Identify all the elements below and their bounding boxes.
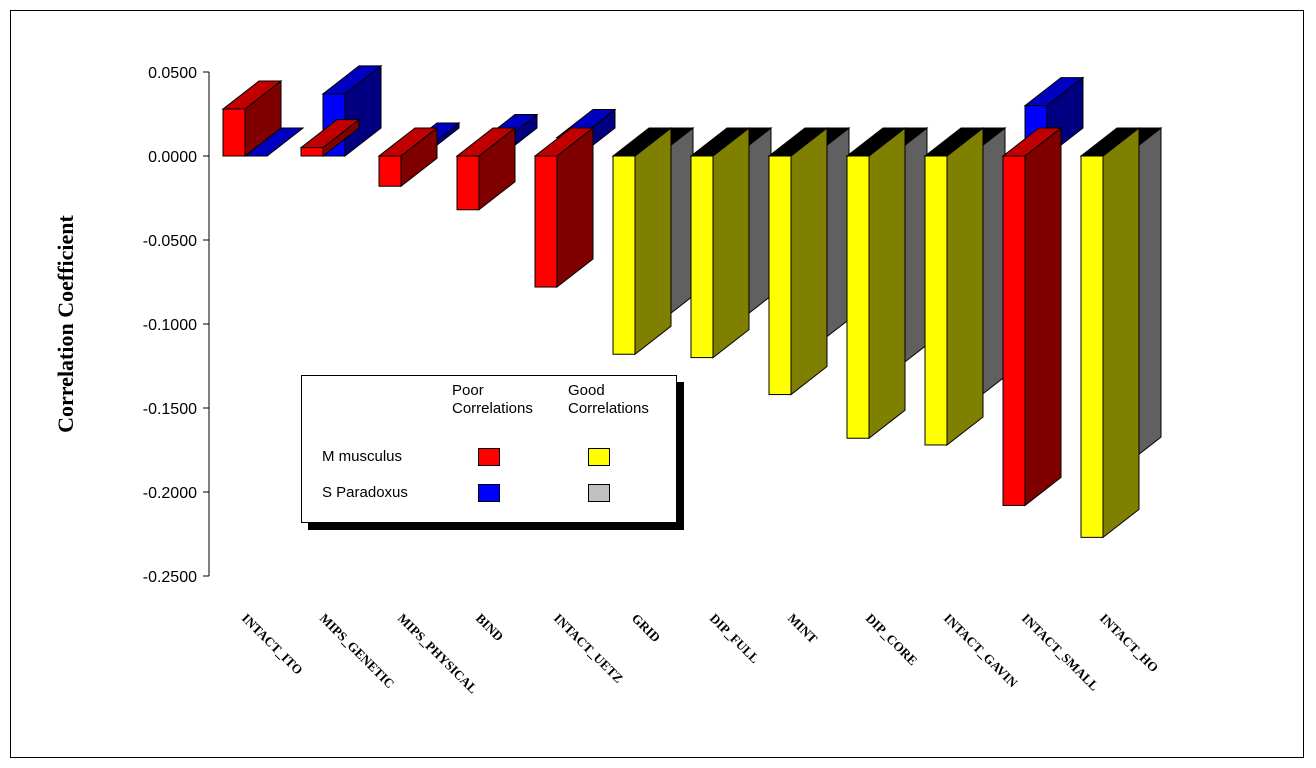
legend-header-poor: Poor Correlations [452,382,533,417]
category-label: DIP_CORE [863,611,921,669]
category-label: GRID [629,611,664,646]
bar-m-intact_ito [221,79,283,158]
bar-m-intact_ho [1079,126,1141,539]
bar-m-dip_full [689,126,751,359]
bar-m-bind [455,126,517,211]
bar-m-mips_physical-front [378,155,402,187]
chart-frame: 0.0500 0.0000 -0.0500 -0.1000 -0.1500 -0.2000… [10,10,1304,758]
y-tick-label: 0.0500 [148,65,197,82]
category-label: INTACT_GAVIN [941,611,1021,691]
legend-header-good: Good Correlations [568,382,649,417]
bar-m-intact_gavin [923,126,985,446]
bar-s-mips_genetic [321,64,383,158]
category-label: INTACT_HO [1097,611,1162,676]
legend-swatch-s-good [588,484,610,502]
bar-m-grid-side [634,126,672,356]
bar-m-dip_core-side [868,126,906,440]
bar-m-intact_gavin-front [924,155,948,446]
legend-row-s-paradoxus: S Paradoxus [322,484,408,501]
bar-m-dip_full-front [690,155,714,359]
bar-m-mint-side [790,126,828,396]
bar-m-mips_genetic [299,118,361,158]
y-tick-label: -0.2000 [143,485,197,502]
bar-m-intact_small-front [1002,155,1026,506]
bar-m-grid [611,126,673,356]
bar-m-bind-front [456,155,480,211]
legend-swatch-m-poor [478,448,500,466]
y-tick-label: -0.2500 [143,569,197,586]
category-label: MIPS_PHYSICAL [395,611,481,697]
bar-m-dip_full-side [712,126,750,359]
bar-m-intact_uetz-front [534,155,558,288]
bar-m-intact_uetz [533,126,595,289]
y-tick-label: 0.0000 [148,149,197,166]
category-label: INTACT_UETZ [551,611,627,687]
legend-swatch-m-good [588,448,610,466]
category-label: MIPS_GENETIC [317,611,398,692]
legend-row-m-musculus: M musculus [322,448,403,465]
y-tick-label: -0.1500 [143,401,197,418]
bar-m-mint [767,126,829,396]
bar-m-intact_gavin-side [946,126,984,446]
bars-layer [221,64,1163,539]
bar-m-mips_genetic-front [300,147,324,157]
category-label: DIP_FULL [707,611,763,667]
bar-m-intact_small-side [1024,126,1062,507]
bar-m-intact_ito-front [222,108,246,157]
category-label: BIND [473,611,507,645]
bar-m-grid-front [612,155,636,355]
category-label: INTACT_ITO [239,611,306,678]
bar-m-mips_physical [377,126,439,188]
bar-m-dip_core-front [846,155,870,439]
y-axis: 0.0500 0.0000 -0.0500 -0.1000 -0.1500 -0.2000… [143,65,210,586]
bar-m-mint-front [768,155,792,396]
category-label: INTACT_SMALL [1019,611,1102,694]
bar-m-intact_ho-side [1102,126,1140,539]
bar-m-intact_ho-front [1080,155,1104,538]
y-axis-title: Correlation Coefficient [53,214,78,432]
category-label: MINT [785,611,821,647]
bar-m-intact_small [1001,126,1063,507]
bar-chart: 0.0500 0.0000 -0.0500 -0.1000 -0.1500 -0.2000… [53,64,1163,697]
legend: Poor Correlations Good Correlations M mu… [301,375,677,523]
y-tick-label: -0.1000 [143,317,197,334]
bar-m-dip_core [845,126,907,440]
y-tick-label: -0.0500 [143,233,197,250]
legend-swatch-s-poor [478,484,500,502]
